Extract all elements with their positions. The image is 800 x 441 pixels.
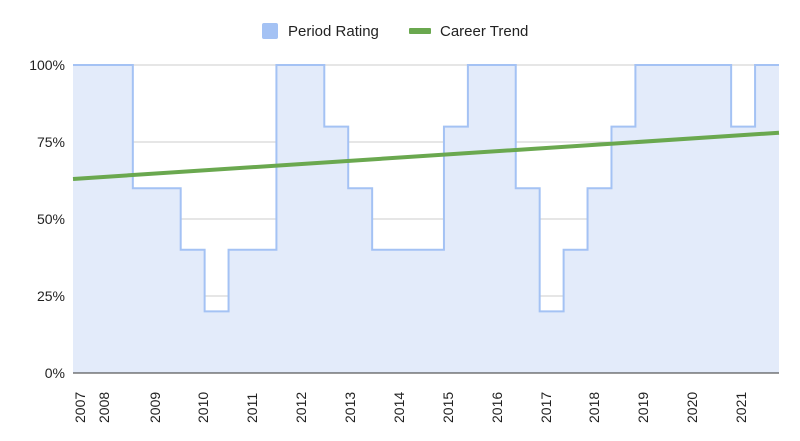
x-tick-label: 2014 xyxy=(391,392,407,423)
period-rating-area xyxy=(73,64,779,374)
y-tick-label: 75% xyxy=(37,134,65,150)
x-tick-label: 2010 xyxy=(195,392,211,423)
legend-label-period-rating: Period Rating xyxy=(288,23,379,40)
x-tick-label: 2013 xyxy=(342,392,358,423)
y-tick-label: 0% xyxy=(45,365,65,381)
x-tick-label: 2017 xyxy=(538,392,554,423)
legend-swatch-career-trend xyxy=(409,28,431,34)
y-tick-label: 25% xyxy=(37,288,65,304)
x-tick-label: 2007 xyxy=(72,392,88,423)
x-tick-label: 2011 xyxy=(244,393,260,423)
x-tick-label: 2009 xyxy=(147,392,163,423)
x-tick-label: 2008 xyxy=(96,392,112,423)
y-tick-label: 50% xyxy=(37,211,65,227)
x-tick-label: 2019 xyxy=(635,392,651,423)
period-rating-step-line xyxy=(73,64,779,313)
legend-swatch-period-rating xyxy=(262,23,278,39)
career-trend-segment xyxy=(72,130,780,181)
y-axis-tick-labels: 0% 25% 50% 75% 100% xyxy=(29,57,65,381)
y-tick-label: 100% xyxy=(29,57,65,73)
x-tick-label: 2016 xyxy=(489,392,505,423)
x-tick-label: 2020 xyxy=(684,392,700,423)
x-axis-tick-labels: 2007 2008 2009 2010 2011 2012 2013 2014 2015 2016… xyxy=(72,392,749,423)
x-tick-label: 2015 xyxy=(440,392,456,423)
x-tick-label: 2021 xyxy=(733,392,749,423)
legend-label-career-trend: Career Trend xyxy=(440,23,528,40)
x-tick-label: 2012 xyxy=(293,392,309,423)
x-tick-label: 2018 xyxy=(586,392,602,423)
career-trend-line xyxy=(72,130,780,181)
legend: Period Rating Career Trend xyxy=(262,23,528,40)
period-rating-fill xyxy=(73,65,779,373)
